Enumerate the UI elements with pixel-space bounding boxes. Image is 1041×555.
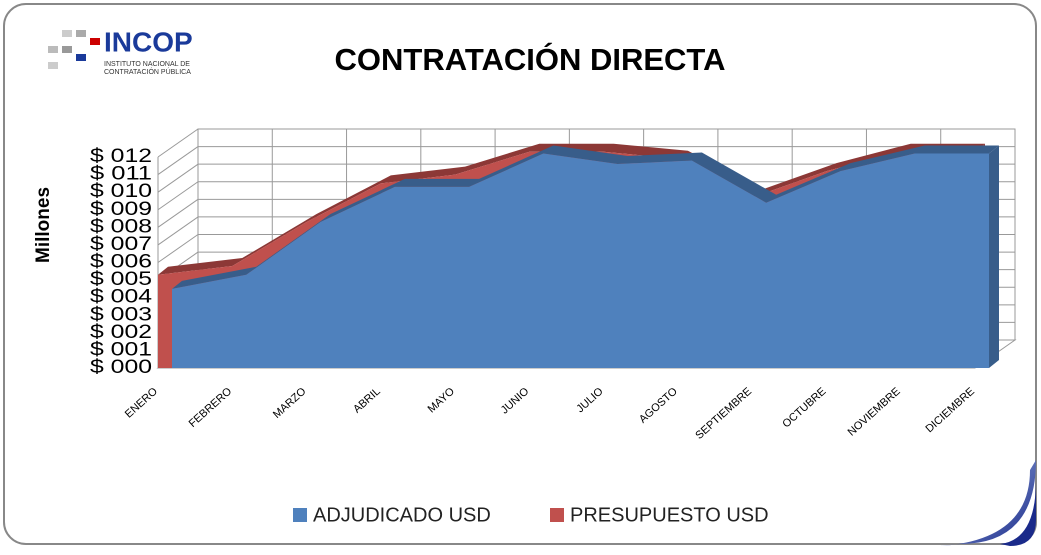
logo-block <box>48 46 58 53</box>
y-tick-label: $ 002 <box>90 322 152 343</box>
frame-corner <box>940 460 1036 546</box>
y-tick-label: $ 008 <box>90 216 152 237</box>
logo-block <box>90 38 100 45</box>
chart-title: CONTRATACIÓN DIRECTA <box>335 41 726 77</box>
y-axis-label: Millones <box>33 187 54 263</box>
legend-swatch <box>550 508 564 522</box>
logo-subtitle: CONTRATACIÓN PÚBLICA <box>104 67 191 76</box>
area-side <box>989 145 999 368</box>
area <box>172 153 989 368</box>
logo-block <box>48 62 58 69</box>
logo-subtitle: INSTITUTO NACIONAL DE <box>104 61 190 68</box>
logo-block <box>62 30 72 37</box>
y-tick-label: $ 010 <box>90 181 152 202</box>
side-grid-line <box>157 128 199 158</box>
y-tick-label: $ 001 <box>90 339 152 360</box>
logo-block <box>76 30 86 37</box>
y-tick-label: $ 000 <box>90 357 152 378</box>
legend-label: ADJUDICADO USD <box>313 504 491 526</box>
side-grid-line <box>157 181 199 211</box>
logo-name: INCOP <box>104 26 193 57</box>
y-tick-label: $ 012 <box>90 146 152 167</box>
side-grid-line <box>157 163 199 193</box>
legend-label: PRESUPUESTO USD <box>570 504 769 526</box>
y-tick-label: $ 009 <box>90 199 152 220</box>
y-tick-label: $ 003 <box>90 304 152 325</box>
logo: INCOP INSTITUTO NACIONAL DE CONTRATACIÓN… <box>48 26 193 76</box>
y-tick-label: $ 006 <box>90 252 152 273</box>
logo-block <box>62 46 72 53</box>
y-tick-label: $ 005 <box>90 269 152 290</box>
legend-swatch <box>293 508 307 522</box>
y-tick-label: $ 011 <box>90 164 152 185</box>
side-grid-line <box>157 234 199 263</box>
logo-block <box>76 54 86 61</box>
y-tick-label: $ 007 <box>90 234 152 255</box>
side-grid-line <box>157 146 199 175</box>
frame-corner-dark <box>1000 480 1036 546</box>
side-grid-line <box>157 198 199 228</box>
side-grid-line <box>157 216 199 246</box>
y-tick-label: $ 004 <box>90 287 153 308</box>
